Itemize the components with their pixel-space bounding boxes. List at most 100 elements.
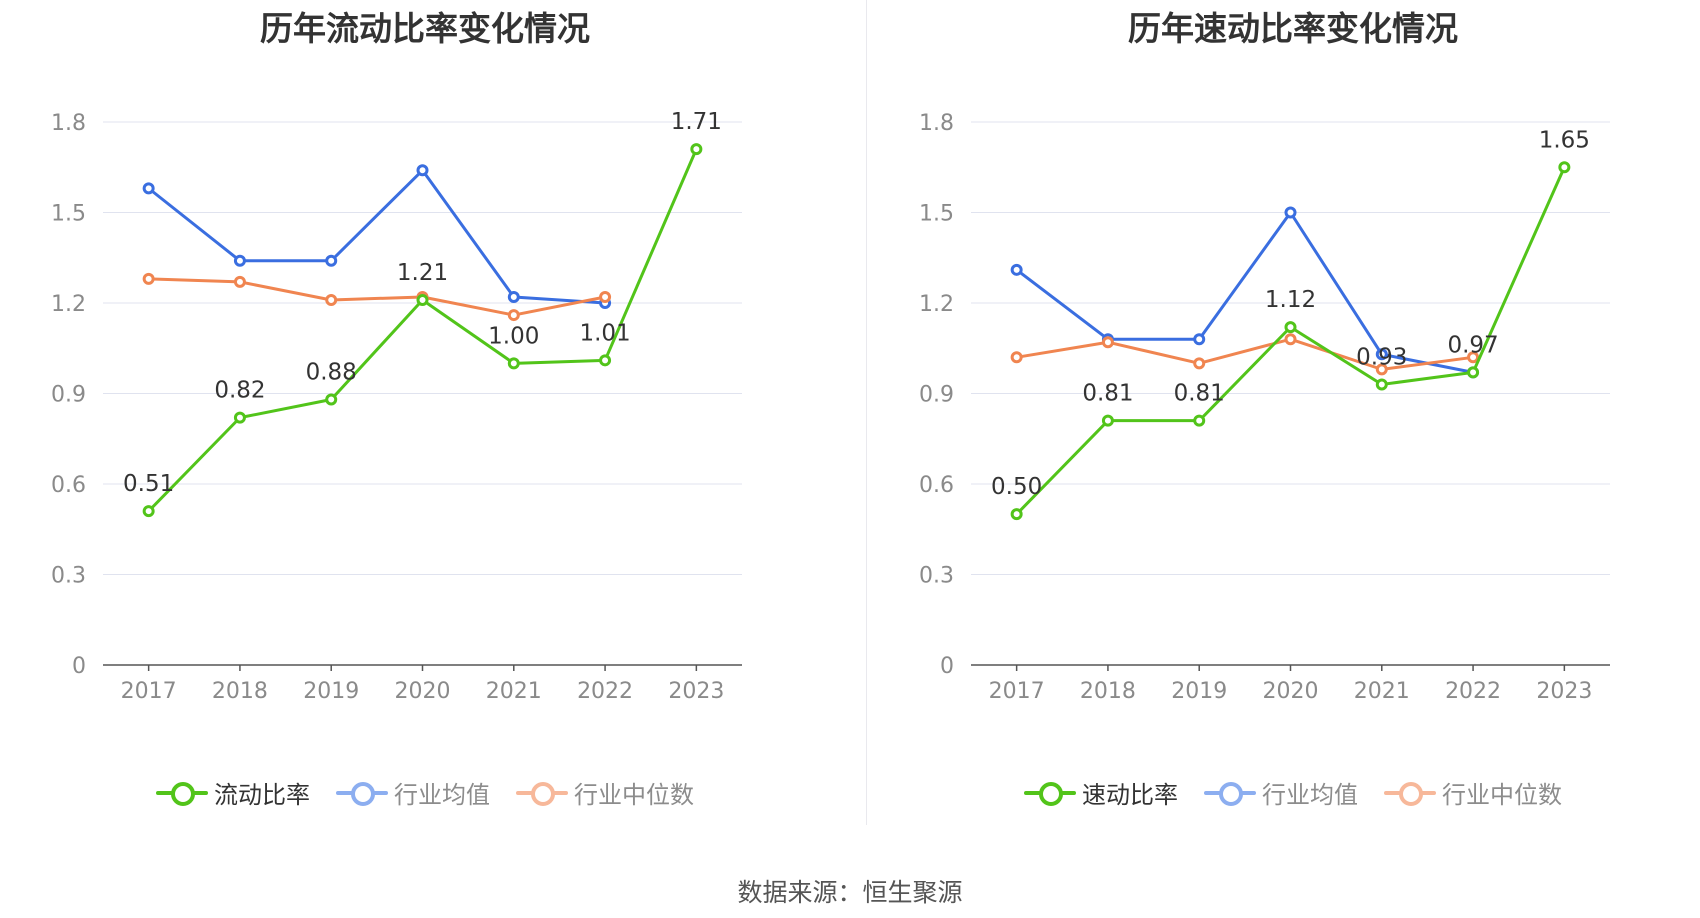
x-tick-label: 2018 xyxy=(1080,679,1136,704)
current-ratio-plot: 0 0.3 0.6 0.9 1.2 1.5 1.8 2017 2018 2019 2020 2021 2… xyxy=(51,109,742,704)
data-label: 1.01 xyxy=(579,320,630,346)
y-tick-label: 1.5 xyxy=(919,202,954,227)
data-source-footer: 数据来源：恒生聚源 xyxy=(737,878,963,907)
data-label: 0.88 xyxy=(306,360,357,386)
y-tick-label: 0.6 xyxy=(51,473,86,498)
x-tick-label: 2021 xyxy=(1354,679,1410,704)
y-tick-label: 1.5 xyxy=(51,202,86,227)
quick-ratio-chart-panel: 历年速动比率变化情况 0 0.3 0.6 0.9 1.2 1.5 1.8 2017 2018 20… xyxy=(868,0,1700,820)
legend-line-marker-icon xyxy=(156,780,208,806)
data-point xyxy=(1375,348,1388,361)
data-point xyxy=(233,254,246,267)
data-point xyxy=(507,357,520,370)
chart-title: 历年流动比率变化情况 xyxy=(260,9,590,48)
legend-item-industry-mean[interactable]: 行业均值 xyxy=(336,775,490,810)
y-tick-label: 0.6 xyxy=(919,473,954,498)
legend-line-marker-icon xyxy=(1384,780,1436,806)
x-tick-label: 2023 xyxy=(668,679,724,704)
y-tick-label: 1.2 xyxy=(919,292,954,317)
data-point xyxy=(1558,161,1571,174)
y-tick-label: 0 xyxy=(72,654,86,679)
data-point xyxy=(1193,357,1206,370)
x-tick-label: 2019 xyxy=(1171,679,1227,704)
data-label: 1.21 xyxy=(397,260,448,286)
data-point xyxy=(1010,508,1023,521)
data-point xyxy=(325,254,338,267)
legend-item-industry-median[interactable]: 行业中位数 xyxy=(1384,775,1562,810)
data-point xyxy=(325,293,338,306)
legend-item-current-ratio[interactable]: 流动比率 xyxy=(156,775,310,810)
data-label: 0.93 xyxy=(1356,344,1407,370)
legend-label: 速动比率 xyxy=(1082,781,1178,809)
x-tick-label: 2017 xyxy=(121,679,177,704)
data-label: 0.51 xyxy=(123,471,174,497)
data-label: 0.97 xyxy=(1447,332,1498,358)
data-point xyxy=(1467,366,1480,379)
legend-item-industry-mean[interactable]: 行业均值 xyxy=(1204,775,1358,810)
data-label: 1.12 xyxy=(1265,287,1316,313)
data-point xyxy=(1193,333,1206,346)
x-tick-label: 2020 xyxy=(1263,679,1319,704)
y-tick-label: 0 xyxy=(940,654,954,679)
y-tick-label: 0.3 xyxy=(919,564,954,589)
x-tick-label: 2022 xyxy=(1445,679,1501,704)
data-point xyxy=(599,354,612,367)
data-point xyxy=(325,393,338,406)
x-tick-label: 2022 xyxy=(577,679,633,704)
x-tick-label: 2021 xyxy=(486,679,542,704)
data-point xyxy=(1284,206,1297,219)
data-point xyxy=(416,293,429,306)
legend-label: 行业中位数 xyxy=(1442,781,1562,809)
chart-legend: 速动比率 行业均值 行业中位数 xyxy=(868,775,1700,810)
chart-title: 历年速动比率变化情况 xyxy=(1128,9,1458,48)
legend-line-marker-icon xyxy=(1204,780,1256,806)
series-line xyxy=(147,168,606,305)
data-point xyxy=(1193,414,1206,427)
data-label: 0.81 xyxy=(1174,381,1225,407)
x-tick-label: 2019 xyxy=(303,679,359,704)
y-tick-label: 0.9 xyxy=(919,383,954,408)
series-line xyxy=(1015,211,1474,374)
x-tick-label: 2023 xyxy=(1536,679,1592,704)
y-tick-label: 0.3 xyxy=(51,564,86,589)
data-point xyxy=(233,411,246,424)
x-tick-label: 2018 xyxy=(212,679,268,704)
data-point xyxy=(1284,333,1297,346)
data-point xyxy=(1101,336,1114,349)
legend-line-marker-icon xyxy=(336,780,388,806)
x-tick-label: 2020 xyxy=(395,679,451,704)
data-point xyxy=(416,164,429,177)
data-label: 1.71 xyxy=(671,109,722,135)
data-label: 0.81 xyxy=(1082,381,1133,407)
chart-legend: 流动比率 行业均值 行业中位数 xyxy=(0,775,850,810)
legend-line-marker-icon xyxy=(1024,780,1076,806)
y-tick-label: 1.8 xyxy=(919,111,954,136)
legend-label: 行业中位数 xyxy=(574,781,694,809)
data-point xyxy=(599,290,612,303)
legend-item-quick-ratio[interactable]: 速动比率 xyxy=(1024,775,1178,810)
series-line xyxy=(1016,337,1474,371)
data-point xyxy=(507,290,520,303)
y-tick-label: 1.2 xyxy=(51,292,86,317)
data-point xyxy=(1375,363,1388,376)
data-label: 1.65 xyxy=(1539,127,1590,153)
legend-label: 行业均值 xyxy=(1262,781,1358,809)
y-tick-label: 0.9 xyxy=(51,383,86,408)
data-point xyxy=(1284,321,1297,334)
data-point xyxy=(1101,414,1114,427)
data-point xyxy=(1010,263,1023,276)
data-point xyxy=(690,143,703,156)
data-point xyxy=(1010,351,1023,364)
data-point xyxy=(142,505,155,518)
data-label: 0.50 xyxy=(991,474,1042,500)
legend-item-industry-median[interactable]: 行业中位数 xyxy=(516,775,694,810)
quick-ratio-plot: 0 0.3 0.6 0.9 1.2 1.5 1.8 2017 2018 2019 2020 2021 2… xyxy=(919,111,1610,704)
data-point xyxy=(233,275,246,288)
x-tick-label: 2017 xyxy=(989,679,1045,704)
current-ratio-chart-panel: 历年流动比率变化情况 0 0.3 0.6 0.9 1.2 1.5 1.8 2017 2018 20… xyxy=(0,0,850,820)
legend-label: 行业均值 xyxy=(394,781,490,809)
data-label: 1.00 xyxy=(488,323,539,349)
panel-divider xyxy=(866,0,867,825)
data-point xyxy=(142,272,155,285)
data-point xyxy=(1375,378,1388,391)
